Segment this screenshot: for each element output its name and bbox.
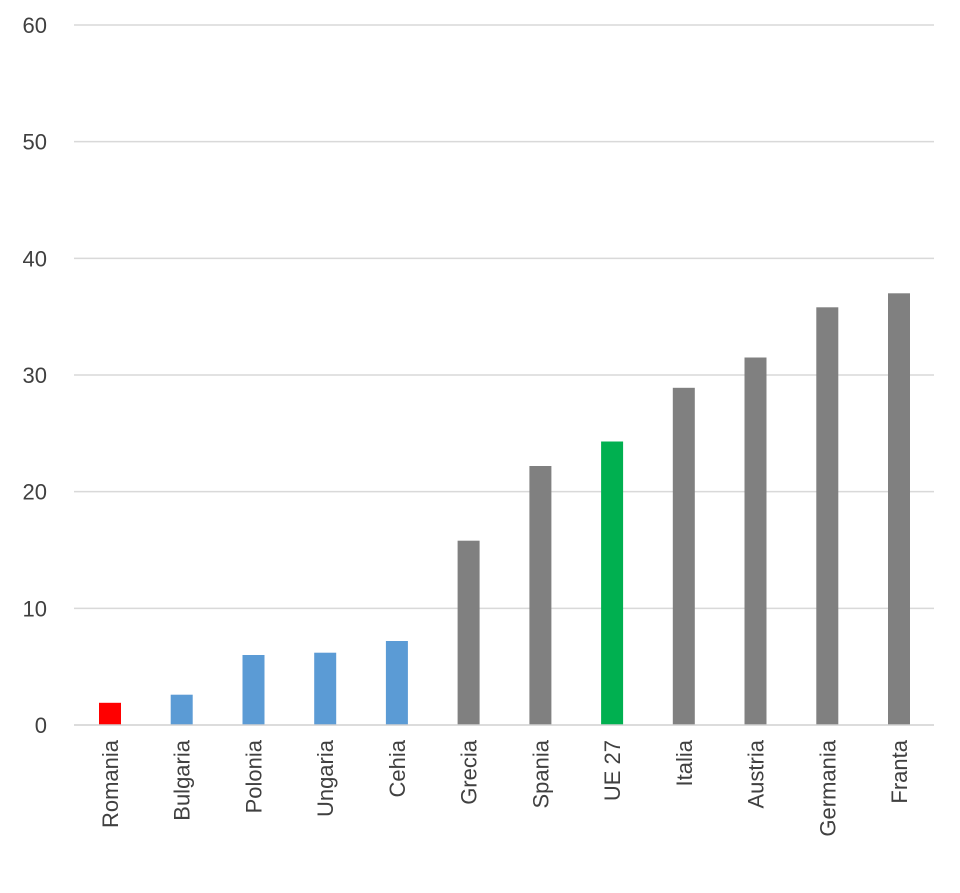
y-tick-label: 20 (23, 480, 47, 505)
x-category-label: Grecia (457, 739, 482, 805)
gridlines (74, 24, 934, 610)
bars (99, 293, 910, 725)
y-tick-label: 50 (23, 130, 47, 155)
bar-ue-27 (601, 441, 624, 725)
x-category-label: Franta (887, 739, 912, 803)
y-axis-ticks: 0 10 20 30 40 50 60 (23, 13, 47, 738)
bar-romania (99, 702, 121, 725)
x-category-label: Bulgaria (170, 739, 195, 820)
bar-spania (529, 466, 552, 725)
x-category-label: Cehia (385, 739, 410, 797)
y-tick-label: 30 (23, 363, 47, 388)
bar-grecia (457, 540, 480, 725)
bar-bulgaria (170, 694, 193, 725)
x-axis-labels: Romania Bulgaria Polonia Ungaria Cehia Grecia… (98, 739, 912, 836)
bar-polonia (242, 655, 265, 725)
bar-cehia (385, 641, 408, 725)
x-category-label: Italia (672, 739, 697, 786)
x-category-label: Ungaria (313, 739, 338, 817)
y-tick-label: 10 (23, 596, 47, 621)
x-category-label: Polonia (241, 739, 266, 813)
bar-ungaria (314, 652, 337, 725)
y-tick-label: 0 (35, 713, 47, 738)
bar-franta (888, 293, 910, 725)
y-tick-label: 60 (23, 13, 47, 38)
x-category-label: Austria (744, 739, 769, 808)
y-tick-label: 40 (23, 246, 47, 271)
x-category-label: UE 27 (600, 740, 625, 801)
x-category-label: Spania (528, 739, 553, 808)
x-category-label: Germania (815, 739, 840, 836)
bar-italia (672, 387, 695, 725)
x-category-label: Romania (98, 739, 123, 828)
bar-germania (816, 307, 839, 725)
bar-austria (744, 357, 767, 725)
